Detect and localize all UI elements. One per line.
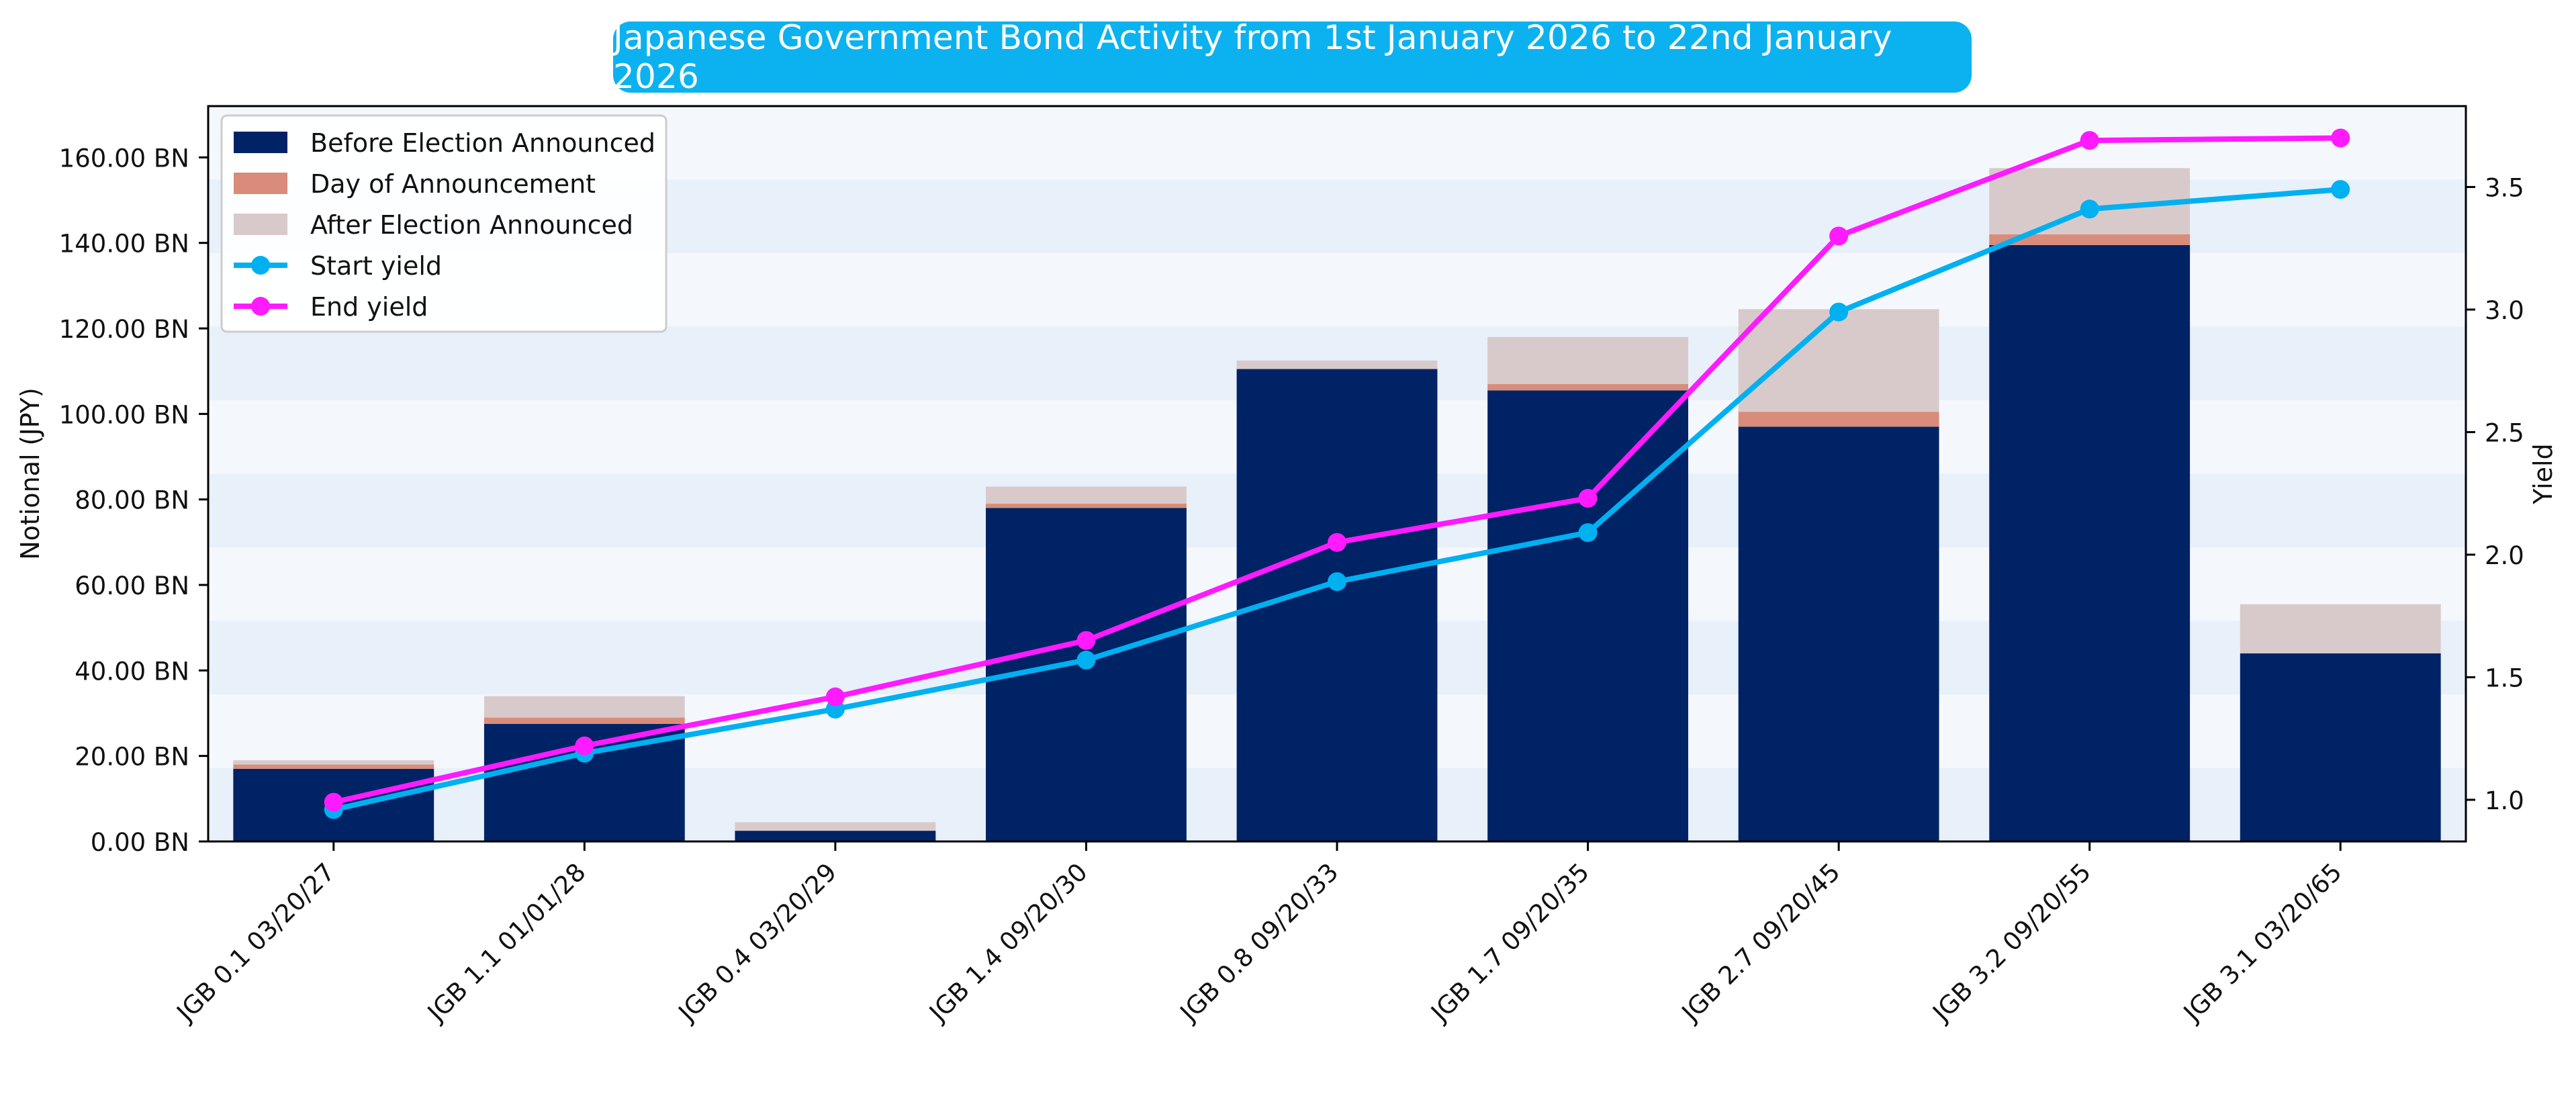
start-yield-point-7 (2080, 199, 2099, 219)
end-yield-point-6 (1829, 226, 1849, 246)
y-tick-label: 120.00 BN (59, 315, 189, 344)
bar-day-6 (1738, 412, 1939, 427)
y-tick-label: 20.00 BN (75, 743, 189, 772)
y2-tick-label: 1.5 (2485, 664, 2524, 692)
y2-tick-label: 2.0 (2485, 541, 2524, 570)
bar-after-2 (735, 822, 936, 831)
x-tick-label: JGB 1.1 01/01/28 (421, 858, 592, 1028)
bar-before-8 (2240, 653, 2441, 841)
bar-after-1 (484, 696, 685, 718)
bar-before-2 (735, 831, 936, 841)
end-yield-point-0 (324, 792, 343, 812)
x-tick-label: JGB 2.7 09/20/45 (1675, 858, 1846, 1028)
y-tick-label: 140.00 BN (59, 230, 189, 259)
y-axis-title: Notional (JPY) (15, 387, 45, 560)
chart-title: Japanese Government Bond Activity from 1… (613, 18, 1972, 96)
y-tick-label: 0.00 BN (91, 828, 189, 857)
y2-tick-label: 2.5 (2485, 418, 2524, 447)
x-tick-label: JGB 0.4 03/20/29 (672, 858, 843, 1028)
legend-label-2: After Election Announced (310, 210, 633, 240)
legend-box (220, 114, 668, 333)
start-yield-point-3 (1076, 650, 1096, 670)
bar-after-5 (1487, 336, 1688, 384)
legend-swatch-2 (234, 214, 287, 235)
legend-label-1: Day of Announcement (310, 169, 596, 199)
y-tick-label: 160.00 BN (59, 144, 189, 173)
x-tick-label: JGB 0.8 09/20/33 (1174, 858, 1344, 1028)
end-yield-point-8 (2331, 128, 2350, 148)
x-tick-label: JGB 3.1 03/20/65 (2177, 858, 2348, 1028)
bar-day-7 (1989, 234, 2191, 245)
bar-day-1 (484, 717, 685, 724)
legend-marker-4 (251, 297, 270, 316)
y2-axis-title: Yield (2528, 443, 2558, 504)
end-yield-point-2 (825, 687, 845, 706)
x-tick-label: JGB 3.2 09/20/55 (1927, 858, 2097, 1028)
start-yield-point-8 (2331, 180, 2350, 199)
start-yield-point-6 (1829, 302, 1849, 322)
y2-tick-label: 3.5 (2485, 173, 2524, 202)
bar-before-7 (1989, 244, 2191, 842)
bar-after-0 (233, 760, 434, 765)
legend-label-4: End yield (310, 292, 428, 322)
legend-swatch-0 (234, 132, 287, 153)
y-tick-label: 100.00 BN (59, 400, 189, 429)
bar-before-6 (1738, 426, 1939, 841)
y-tick-label: 80.00 BN (75, 486, 189, 515)
bar-after-4 (1236, 360, 1438, 369)
legend-label-3: Start yield (310, 251, 442, 281)
x-tick-label: JGB 1.4 09/20/30 (923, 858, 1093, 1028)
bar-after-3 (986, 486, 1187, 504)
y2-tick-label: 1.0 (2485, 786, 2524, 815)
legend-swatch-1 (234, 173, 287, 194)
bar-day-3 (986, 504, 1187, 508)
bar-after-8 (2240, 604, 2441, 653)
end-yield-point-7 (2080, 131, 2099, 150)
bar-after-6 (1738, 309, 1939, 412)
y-tick-label: 40.00 BN (75, 657, 189, 686)
end-yield-point-1 (575, 736, 594, 756)
end-yield-point-4 (1328, 533, 1346, 552)
y2-tick-label: 3.0 (2485, 296, 2524, 325)
end-yield-point-3 (1076, 631, 1096, 650)
legend-label-0: Before Election Announced (310, 128, 655, 158)
end-yield-point-5 (1578, 489, 1598, 508)
bar-before-5 (1487, 390, 1688, 841)
x-tick-label: JGB 0.1 03/20/27 (171, 858, 341, 1028)
bar-day-5 (1487, 383, 1688, 391)
legend-marker-3 (251, 256, 270, 275)
x-tick-label: JGB 1.7 09/20/35 (1424, 858, 1595, 1028)
y-tick-label: 60.00 BN (75, 571, 189, 600)
start-yield-point-5 (1578, 523, 1598, 543)
bar-day-0 (233, 764, 434, 769)
start-yield-point-4 (1328, 572, 1346, 592)
